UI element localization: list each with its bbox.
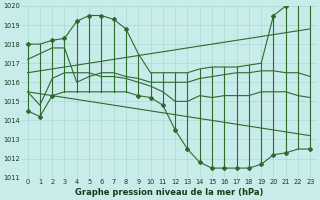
X-axis label: Graphe pression niveau de la mer (hPa): Graphe pression niveau de la mer (hPa) — [75, 188, 263, 197]
